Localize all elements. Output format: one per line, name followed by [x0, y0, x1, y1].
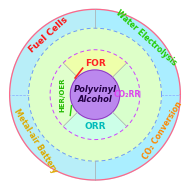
- Circle shape: [28, 28, 162, 161]
- Wedge shape: [10, 95, 95, 180]
- Wedge shape: [95, 95, 180, 180]
- Circle shape: [10, 9, 180, 180]
- Text: Water Electrolysis: Water Electrolysis: [114, 9, 178, 68]
- Circle shape: [70, 70, 120, 119]
- Text: HER/OER: HER/OER: [60, 77, 66, 112]
- Wedge shape: [95, 63, 140, 126]
- Text: CO₂RR: CO₂RR: [114, 90, 141, 99]
- Wedge shape: [63, 95, 127, 140]
- Text: Polyvinyl: Polyvinyl: [74, 85, 116, 94]
- Text: Alcohol: Alcohol: [78, 95, 112, 104]
- Wedge shape: [95, 9, 180, 95]
- Wedge shape: [50, 63, 95, 126]
- Text: Fuel Cells: Fuel Cells: [27, 15, 69, 55]
- Text: CO₂ Conversion: CO₂ Conversion: [141, 100, 184, 161]
- Text: FOR: FOR: [85, 59, 105, 68]
- Wedge shape: [63, 50, 127, 95]
- Wedge shape: [10, 9, 95, 95]
- Text: ORR: ORR: [84, 122, 106, 131]
- Text: Metal-air Battery: Metal-air Battery: [12, 108, 59, 175]
